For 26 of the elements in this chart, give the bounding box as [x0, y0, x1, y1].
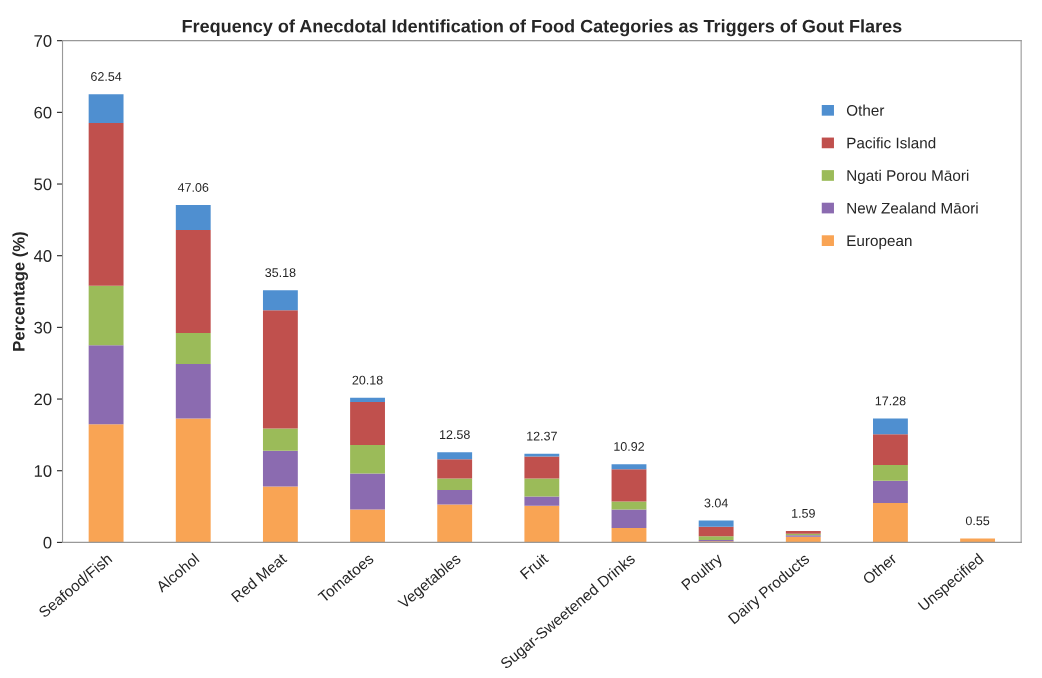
total-label: 12.58	[440, 430, 470, 440]
legend-label: Pacific Island	[847, 137, 936, 149]
total-label: 10.92	[614, 442, 644, 451]
y-tick-label: 40	[33, 250, 52, 262]
y-tick-label: 0	[43, 536, 52, 549]
total-label: 12.37	[527, 431, 557, 441]
total-label: 20.18	[352, 375, 383, 385]
chart-title: Frequency of Anecdotal Identification of Food Categories as Triggers of Gout Flares	[182, 19, 902, 37]
y-tick-label: 10	[34, 465, 52, 477]
y-tick-label: 60	[34, 106, 52, 119]
total-label: 35.18	[265, 268, 296, 278]
y-tick-label: 50	[34, 178, 52, 191]
total-label: 62.54	[91, 72, 122, 81]
legend-label: Other	[846, 104, 885, 116]
legend-label: Ngati Porou Māori	[847, 169, 969, 184]
total-label: 17.28	[875, 396, 906, 406]
total-label: 1.59	[792, 508, 815, 518]
legend-label: European	[847, 235, 912, 250]
legend-label: New Zealand Māori	[847, 202, 978, 214]
total-label: 0.55	[965, 516, 990, 526]
y-tick-label: 70	[34, 35, 52, 47]
y-tick-label: 30	[34, 321, 52, 334]
y-axis-title: Percentage (%)	[12, 232, 29, 351]
y-tick-label: 20	[34, 393, 52, 406]
total-label: 47.06	[177, 183, 209, 192]
total-label: 3.04	[704, 498, 728, 508]
